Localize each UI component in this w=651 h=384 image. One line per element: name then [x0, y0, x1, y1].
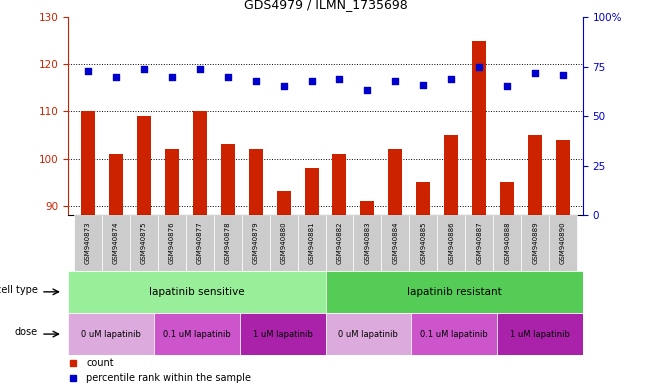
FancyBboxPatch shape	[326, 313, 411, 355]
FancyBboxPatch shape	[497, 313, 583, 355]
Point	[362, 88, 372, 94]
Point	[251, 78, 261, 84]
Text: GSM940874: GSM940874	[113, 222, 119, 264]
Bar	[361, 201, 374, 215]
Bar	[277, 192, 290, 215]
Bar	[193, 111, 207, 215]
Text: GSM940882: GSM940882	[337, 222, 342, 264]
Point	[111, 74, 121, 80]
Text: GSM940875: GSM940875	[141, 222, 147, 264]
FancyBboxPatch shape	[214, 215, 242, 271]
Text: GSM940880: GSM940880	[281, 222, 286, 264]
FancyBboxPatch shape	[242, 215, 270, 271]
Point	[446, 76, 456, 82]
Text: GSM940876: GSM940876	[169, 222, 174, 264]
Text: 0.1 uM lapatinib: 0.1 uM lapatinib	[420, 329, 488, 339]
Bar	[109, 154, 123, 215]
Text: GSM940879: GSM940879	[253, 222, 258, 264]
FancyBboxPatch shape	[298, 215, 326, 271]
Point	[139, 66, 149, 72]
FancyBboxPatch shape	[240, 313, 326, 355]
FancyBboxPatch shape	[381, 215, 409, 271]
FancyBboxPatch shape	[158, 215, 186, 271]
Point	[502, 83, 512, 89]
FancyBboxPatch shape	[74, 215, 102, 271]
FancyBboxPatch shape	[465, 215, 493, 271]
Text: GSM940887: GSM940887	[477, 222, 482, 264]
Text: GSM940881: GSM940881	[309, 222, 314, 264]
Text: GSM940888: GSM940888	[504, 222, 510, 264]
FancyBboxPatch shape	[549, 215, 577, 271]
Point	[474, 64, 484, 70]
Point	[83, 68, 93, 74]
FancyBboxPatch shape	[493, 215, 521, 271]
FancyBboxPatch shape	[68, 271, 326, 313]
Text: lapatinib sensitive: lapatinib sensitive	[149, 287, 245, 297]
Text: count: count	[87, 358, 114, 368]
Point	[530, 70, 540, 76]
Text: 1 uM lapatinib: 1 uM lapatinib	[510, 329, 570, 339]
Point	[279, 83, 289, 89]
FancyBboxPatch shape	[270, 215, 298, 271]
Point	[195, 66, 205, 72]
FancyBboxPatch shape	[409, 215, 437, 271]
Text: dose: dose	[14, 327, 38, 337]
FancyBboxPatch shape	[521, 215, 549, 271]
Text: cell type: cell type	[0, 285, 38, 295]
Text: percentile rank within the sample: percentile rank within the sample	[87, 372, 251, 383]
Bar	[165, 149, 179, 215]
Point	[558, 71, 568, 78]
Point	[167, 74, 177, 80]
Bar	[500, 182, 514, 215]
Text: 0.1 uM lapatinib: 0.1 uM lapatinib	[163, 329, 231, 339]
FancyBboxPatch shape	[102, 215, 130, 271]
Text: GSM940885: GSM940885	[421, 222, 426, 264]
Text: GSM940883: GSM940883	[365, 222, 370, 264]
Text: lapatinib resistant: lapatinib resistant	[407, 287, 501, 297]
Text: 0 uM lapatinib: 0 uM lapatinib	[81, 329, 141, 339]
Bar	[305, 168, 318, 215]
Text: GSM940889: GSM940889	[532, 222, 538, 264]
Point	[390, 78, 400, 84]
Point	[418, 81, 428, 88]
Text: 0 uM lapatinib: 0 uM lapatinib	[339, 329, 398, 339]
FancyBboxPatch shape	[326, 215, 353, 271]
Bar	[417, 182, 430, 215]
Text: 1 uM lapatinib: 1 uM lapatinib	[253, 329, 312, 339]
Bar	[249, 149, 262, 215]
Bar	[444, 135, 458, 215]
Bar	[389, 149, 402, 215]
Bar	[221, 144, 234, 215]
FancyBboxPatch shape	[326, 271, 583, 313]
Bar	[81, 111, 95, 215]
FancyBboxPatch shape	[186, 215, 214, 271]
Text: GSM940878: GSM940878	[225, 222, 230, 264]
Text: GSM940890: GSM940890	[560, 222, 566, 264]
Text: GSM940877: GSM940877	[197, 222, 202, 264]
Bar	[556, 140, 570, 215]
Text: GSM940884: GSM940884	[393, 222, 398, 264]
Text: GDS4979 / ILMN_1735698: GDS4979 / ILMN_1735698	[243, 0, 408, 12]
Point	[307, 78, 317, 84]
Point	[223, 74, 233, 80]
Bar	[137, 116, 151, 215]
Bar	[333, 154, 346, 215]
Bar	[528, 135, 542, 215]
Text: GSM940886: GSM940886	[449, 222, 454, 264]
FancyBboxPatch shape	[130, 215, 158, 271]
Text: GSM940873: GSM940873	[85, 222, 91, 264]
Bar	[472, 41, 486, 215]
FancyBboxPatch shape	[437, 215, 465, 271]
FancyBboxPatch shape	[154, 313, 240, 355]
FancyBboxPatch shape	[411, 313, 497, 355]
Point	[334, 76, 344, 82]
FancyBboxPatch shape	[68, 313, 154, 355]
FancyBboxPatch shape	[353, 215, 381, 271]
